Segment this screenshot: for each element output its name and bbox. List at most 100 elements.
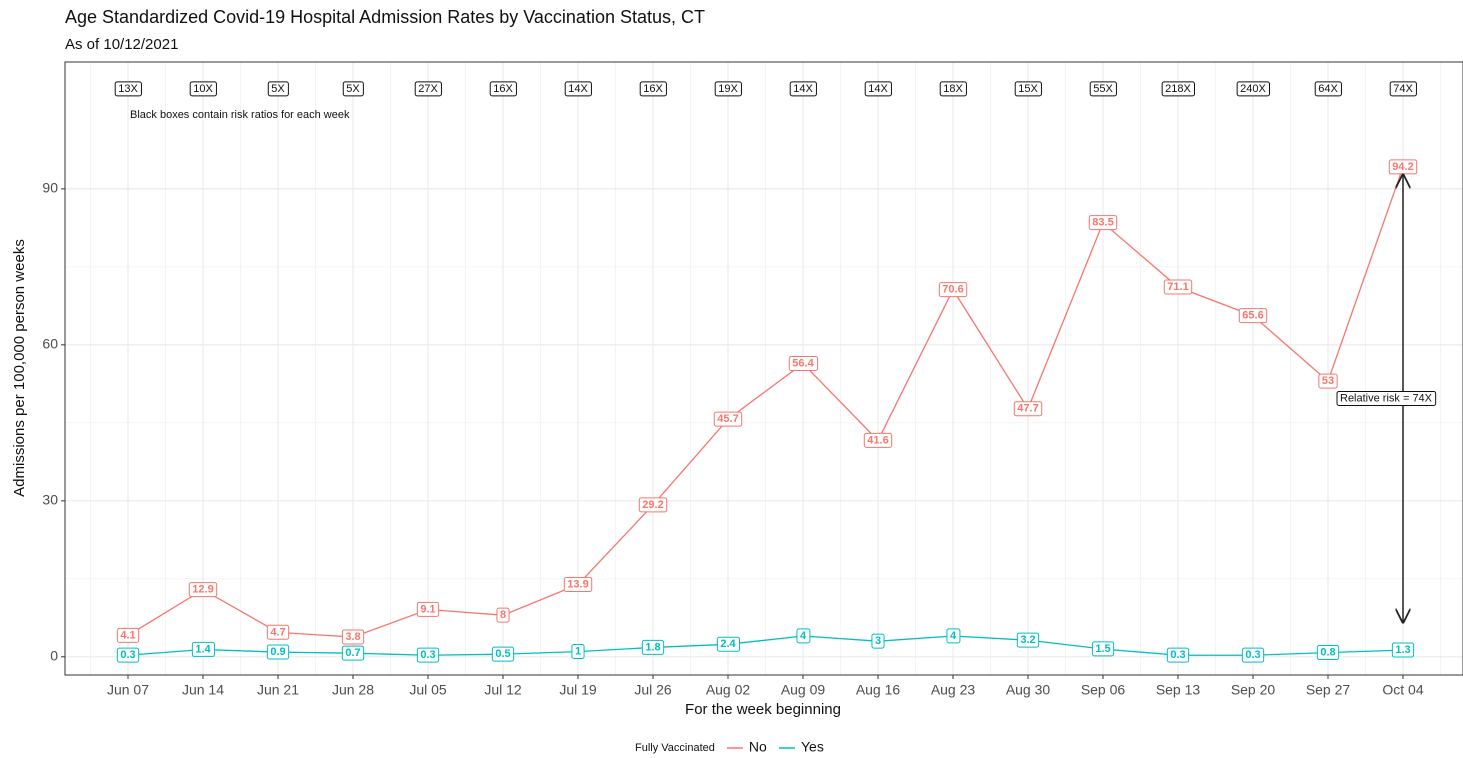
y-axis-label: Admissions per 100,000 person weeks bbox=[11, 239, 28, 497]
data-label: 4 bbox=[800, 630, 807, 642]
data-label-group: 4.7 bbox=[266, 624, 290, 640]
data-label-box bbox=[1016, 632, 1040, 648]
y-tick-label: 0 bbox=[50, 648, 58, 664]
risk-ratio-box bbox=[1014, 81, 1042, 97]
risk-ratio-box bbox=[267, 81, 289, 97]
data-label-group: 3 bbox=[871, 633, 885, 649]
data-label-box bbox=[938, 282, 968, 298]
y-tick-label: 30 bbox=[42, 492, 58, 508]
data-label: 0.3 bbox=[120, 649, 135, 661]
data-label-box bbox=[713, 411, 743, 427]
data-label: 29.2 bbox=[642, 499, 663, 511]
risk-ratio-box bbox=[414, 81, 442, 97]
data-label: 53 bbox=[1322, 375, 1334, 387]
data-label-group: 0.3 bbox=[116, 647, 140, 663]
risk-ratio-group: 10X bbox=[189, 81, 217, 97]
data-label-group: 53 bbox=[1318, 373, 1338, 389]
x-tick-label: Aug 16 bbox=[856, 682, 901, 698]
x-tick-label: Aug 02 bbox=[706, 682, 751, 698]
data-label-group: 65.6 bbox=[1238, 308, 1268, 324]
data-label-box bbox=[341, 645, 365, 661]
data-label: 4.7 bbox=[270, 626, 285, 638]
data-label-box bbox=[871, 633, 885, 649]
x-axis-label: For the week beginning bbox=[685, 701, 841, 718]
data-label: 47.7 bbox=[1017, 403, 1038, 415]
data-label: 2.4 bbox=[720, 638, 736, 650]
legend-label: Yes bbox=[801, 739, 824, 755]
data-label-group: 1.4 bbox=[191, 641, 216, 657]
data-label: 41.6 bbox=[867, 434, 888, 446]
data-label: 9.1 bbox=[420, 603, 435, 615]
data-label-group: 2.4 bbox=[716, 636, 741, 652]
risk-ratio: 10X bbox=[193, 83, 213, 95]
data-label: 3.8 bbox=[345, 631, 360, 643]
x-tick-label: Jun 14 bbox=[182, 682, 224, 698]
data-label-group: 3.8 bbox=[341, 629, 365, 645]
data-label-box bbox=[1091, 641, 1115, 657]
data-label-box bbox=[796, 628, 811, 644]
risk-ratio: 218X bbox=[1165, 83, 1191, 95]
data-label-group: 0.3 bbox=[1166, 647, 1190, 663]
data-label-group: 1.8 bbox=[641, 639, 665, 655]
risk-ratio-box bbox=[939, 81, 967, 97]
risk-ratio-box bbox=[1389, 81, 1417, 97]
data-label: 94.2 bbox=[1392, 161, 1413, 173]
legend-title: Fully Vaccinated bbox=[635, 742, 715, 754]
chart-title: Age Standardized Covid-19 Hospital Admis… bbox=[65, 7, 705, 27]
data-label-box bbox=[116, 627, 140, 643]
x-tick-label: Sep 06 bbox=[1081, 682, 1126, 698]
risk-ratio-group: 64X bbox=[1314, 81, 1342, 97]
risk-ratio: 16X bbox=[643, 83, 663, 95]
data-label-group: 41.6 bbox=[863, 432, 893, 448]
x-tick-label: Sep 20 bbox=[1231, 682, 1276, 698]
data-label-box bbox=[571, 644, 585, 660]
data-label: 3.2 bbox=[1020, 634, 1035, 646]
data-label-box bbox=[1166, 647, 1190, 663]
risk-ratio-group: 18X bbox=[939, 81, 967, 97]
data-label-group: 0.7 bbox=[341, 645, 365, 661]
risk-ratio-group: 16X bbox=[489, 81, 517, 97]
risk-ratio-group: 14X bbox=[789, 81, 817, 97]
data-label-box bbox=[563, 576, 593, 592]
data-label: 71.1 bbox=[1167, 281, 1188, 293]
data-label-group: 56.4 bbox=[788, 355, 819, 371]
risk-ratio-box bbox=[1089, 81, 1117, 97]
data-label-box bbox=[1391, 642, 1415, 658]
arrow-label-group: Relative risk = 74X bbox=[1336, 390, 1437, 406]
data-label: 13.9 bbox=[567, 578, 588, 590]
risk-ratio: 74X bbox=[1393, 83, 1413, 95]
risk-ratio-box bbox=[789, 81, 817, 97]
data-label-group: 3.2 bbox=[1016, 632, 1040, 648]
data-label-box bbox=[1316, 645, 1340, 661]
data-label: 3 bbox=[875, 635, 881, 647]
data-label-box bbox=[116, 647, 140, 663]
data-label-group: 1 bbox=[571, 644, 585, 660]
data-label: 1 bbox=[575, 646, 581, 658]
risk-ratio-group: 16X bbox=[639, 81, 667, 97]
chart-subtitle: As of 10/12/2021 bbox=[65, 36, 178, 53]
risk-ratio: 15X bbox=[1018, 83, 1038, 95]
risk-ratio-box bbox=[342, 81, 364, 97]
panel-border bbox=[64, 61, 1463, 676]
risk-ratio-group: 14X bbox=[564, 81, 592, 97]
data-label-group: 0.9 bbox=[266, 644, 290, 660]
risk-ratio-group: 5X bbox=[342, 81, 364, 97]
data-label: 70.6 bbox=[942, 284, 963, 296]
risk-ratio-group: 15X bbox=[1014, 81, 1042, 97]
plot-panel bbox=[65, 62, 1463, 675]
x-tick-label: Sep 13 bbox=[1156, 682, 1201, 698]
data-label: 0.7 bbox=[345, 647, 360, 659]
risk-ratio: 64X bbox=[1318, 83, 1338, 95]
data-label-box bbox=[1013, 401, 1043, 417]
data-label-group: 13.9 bbox=[563, 576, 593, 592]
data-label-box bbox=[863, 432, 893, 448]
data-label-box bbox=[496, 607, 510, 623]
data-label-group: 4.1 bbox=[116, 627, 140, 643]
x-tick-label: Jul 19 bbox=[559, 682, 597, 698]
data-label-box bbox=[416, 601, 440, 617]
data-label-box bbox=[188, 582, 218, 598]
data-label-box bbox=[638, 497, 668, 513]
data-label: 1.5 bbox=[1095, 643, 1110, 655]
risk-ratio-box bbox=[1161, 81, 1196, 97]
